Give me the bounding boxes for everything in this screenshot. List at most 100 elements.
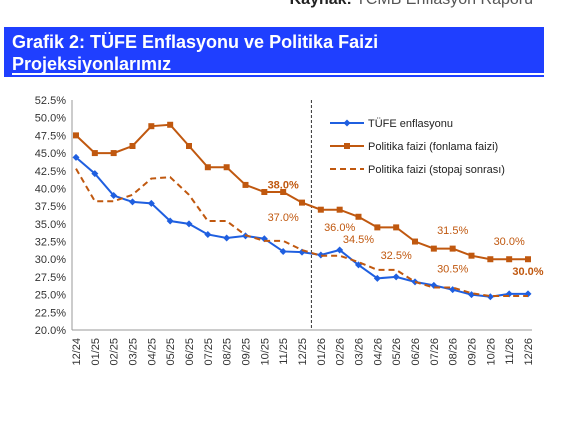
x-tick-label: 09/25 xyxy=(241,338,253,366)
policy-rate-point xyxy=(487,256,494,263)
x-tick-label: 12/25 xyxy=(297,338,309,366)
policy-rate-point xyxy=(186,143,192,149)
policy-rate-point xyxy=(468,252,475,259)
y-tick-label: 32.5% xyxy=(35,237,66,249)
legend-label: TÜFE enflasyonu xyxy=(368,118,453,130)
x-tick-label: 08/26 xyxy=(448,338,460,366)
policy-rate-point xyxy=(223,164,230,171)
y-tick-label: 30.0% xyxy=(35,254,66,266)
tufe-point xyxy=(486,293,494,301)
y-tick-label: 25.0% xyxy=(35,290,66,302)
policy-rate-point xyxy=(148,123,155,130)
x-tick-label: 02/26 xyxy=(335,338,347,366)
x-tick-label: 07/25 xyxy=(203,338,215,366)
x-tick-label: 12/26 xyxy=(523,338,535,366)
x-tick-label: 04/25 xyxy=(146,338,158,366)
policy-rate-point xyxy=(129,143,136,149)
x-tick-label: 05/25 xyxy=(165,338,177,366)
x-tick-label: 06/25 xyxy=(184,338,196,366)
tufe-point xyxy=(336,246,344,254)
tufe-point xyxy=(430,281,438,289)
policy-rate-point xyxy=(261,189,268,195)
y-tick-label: 47.5% xyxy=(35,130,66,142)
x-tick-label: 02/25 xyxy=(109,338,121,366)
data-label: 30.0% xyxy=(494,236,525,248)
y-tick-label: 22.5% xyxy=(35,307,66,319)
y-tick-label: 52.5% xyxy=(35,95,66,107)
chart-title-banner: Grafik 2: TÜFE Enflasyonu ve Politika Fa… xyxy=(4,27,544,77)
policy-rate-point xyxy=(73,132,79,139)
tufe-point xyxy=(392,273,400,281)
tufe-point xyxy=(223,234,231,242)
y-tick-label: 37.5% xyxy=(35,201,66,213)
x-tick-label: 03/26 xyxy=(354,338,366,366)
tufe-point xyxy=(524,290,532,298)
tufe-point xyxy=(449,286,457,294)
x-tick-label: 03/25 xyxy=(128,338,140,366)
y-tick-label: 42.5% xyxy=(35,166,66,178)
tufe-point xyxy=(91,170,99,178)
data-label: 38.0% xyxy=(268,179,299,191)
data-label: 30.0% xyxy=(512,266,543,278)
tufe-point xyxy=(204,230,212,238)
x-tick-label: 11/26 xyxy=(504,338,516,365)
chart-title: Grafik 2: TÜFE Enflasyonu ve Politika Fa… xyxy=(12,32,379,74)
y-tick-label: 45.0% xyxy=(35,148,66,160)
chart: 20.0% 22.5% 25.0% 27.5% 30.0% 32.5% 35.0% 37.5%… xyxy=(35,95,544,366)
tufe-point xyxy=(110,192,118,200)
series-line-2 xyxy=(75,168,528,298)
policy-rate-point xyxy=(167,121,174,128)
tufe-point xyxy=(298,248,306,256)
tufe-point xyxy=(185,220,193,228)
data-label: 37.0% xyxy=(268,212,299,224)
banner-underline xyxy=(12,73,544,75)
x-tick-label: 04/26 xyxy=(372,338,384,366)
policy-rate-point xyxy=(449,245,456,252)
x-tick-label: 09/26 xyxy=(467,338,479,366)
tufe-point xyxy=(129,198,136,206)
tufe-point xyxy=(72,153,80,161)
x-tick-label: 01/25 xyxy=(90,338,102,366)
policy-rate-point xyxy=(430,245,437,252)
y-tick-label: 50.0% xyxy=(35,113,66,125)
tufe-point xyxy=(317,251,325,259)
y-tick-label: 27.5% xyxy=(35,272,66,284)
tufe-point xyxy=(411,278,419,286)
data-label: 34.5% xyxy=(343,234,374,246)
policy-rate-point xyxy=(506,256,513,263)
tufe-point xyxy=(468,291,475,299)
x-tick-label: 10/25 xyxy=(259,338,271,366)
policy-rate-point xyxy=(91,150,98,157)
x-tick-label: 08/25 xyxy=(222,338,234,366)
policy-rate-point xyxy=(280,189,287,195)
policy-rate-point xyxy=(412,238,418,245)
x-tick-label: 01/26 xyxy=(316,338,328,366)
source-text: TCMB Enflasyon Raporu xyxy=(356,0,533,8)
data-label: 31.5% xyxy=(437,225,468,237)
y-tick-label: 20.0% xyxy=(35,325,66,337)
legend-label: Politika faizi (stopaj sonrası) xyxy=(368,164,505,176)
policy-rate-point xyxy=(110,150,117,157)
x-tick-label: 07/26 xyxy=(429,338,441,366)
tufe-point xyxy=(505,290,513,298)
tufe-point xyxy=(147,199,155,207)
tufe-point xyxy=(279,247,287,255)
x-tick-label: 05/26 xyxy=(391,338,403,366)
policy-rate-point xyxy=(299,199,305,206)
source-label: Kaynak: xyxy=(290,0,352,8)
data-label: 36.0% xyxy=(324,222,355,234)
legend-label: Politika faizi (fonlama faizi) xyxy=(368,141,498,153)
tufe-point xyxy=(373,274,381,282)
policy-rate-point xyxy=(355,213,362,220)
data-label: 30.5% xyxy=(437,264,468,276)
tufe-point xyxy=(166,217,174,225)
x-tick-label: 12/24 xyxy=(71,338,83,366)
data-label: 32.5% xyxy=(381,250,412,262)
policy-rate-point xyxy=(242,181,249,188)
policy-rate-point xyxy=(393,224,400,231)
x-tick-label: 06/26 xyxy=(410,338,422,366)
x-tick-label: 10/26 xyxy=(485,338,497,366)
x-tick-label: 11/25 xyxy=(278,338,290,365)
policy-rate-point xyxy=(374,224,381,231)
policy-rate-point xyxy=(204,164,211,171)
